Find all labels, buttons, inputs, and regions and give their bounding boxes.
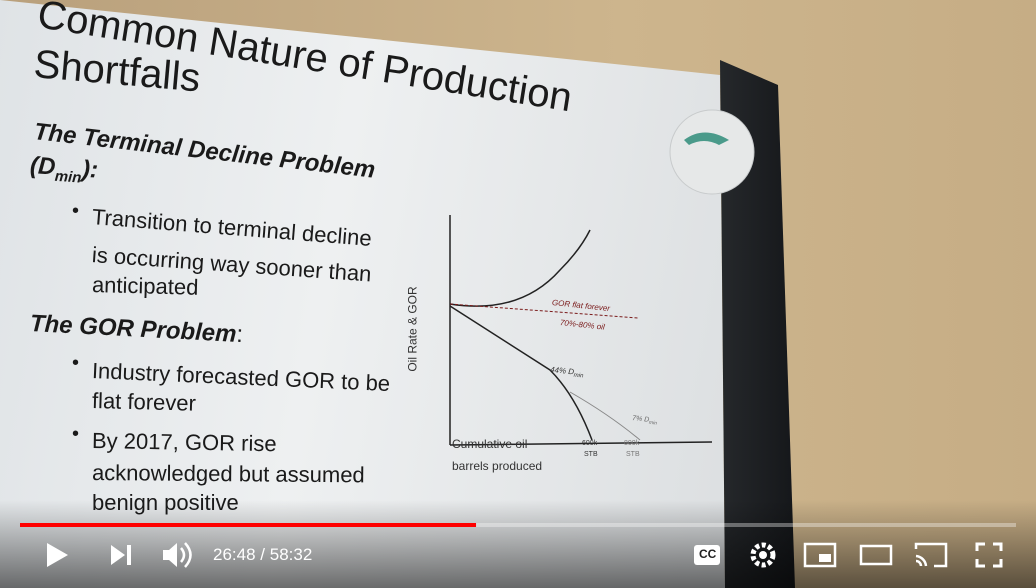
decline-7 (569, 391, 641, 441)
theater-button[interactable] (859, 544, 893, 566)
duration: 58:32 (269, 545, 313, 564)
next-button[interactable] (111, 545, 131, 565)
time-display: 26:48 / 58:32 (213, 545, 312, 565)
settings-button[interactable] (750, 542, 776, 568)
cc-label: CC (699, 547, 717, 561)
decline-44 (449, 305, 593, 441)
gor-curve (449, 229, 591, 307)
gor-flat (449, 303, 639, 319)
volume-waves (180, 542, 192, 568)
bullet-dot: • (72, 352, 80, 374)
volume-button[interactable] (163, 543, 177, 567)
settings-core (759, 551, 767, 559)
x-mark: STB (584, 451, 598, 458)
progress-track[interactable] (20, 523, 1016, 527)
x-mark: 600k (582, 440, 598, 447)
slide (0, 0, 725, 588)
bullet-dot: • (72, 200, 80, 222)
cast-button[interactable] (914, 542, 948, 568)
current-time: 26:48 (213, 545, 256, 564)
miniplayer-button[interactable] (803, 542, 837, 568)
logo (669, 109, 755, 195)
time-separator: / (260, 545, 266, 564)
x-axis-label: Cumulative oil (452, 437, 528, 451)
x-axis-label: barrels produced (452, 459, 543, 473)
fullscreen-button[interactable] (975, 542, 1003, 568)
play-button[interactable] (47, 543, 68, 567)
x-axis (449, 441, 713, 446)
x-mark: STB (626, 451, 640, 458)
captions-button[interactable] (694, 545, 720, 565)
progress-played (20, 523, 477, 527)
controls (0, 500, 1036, 588)
miniplayer-inner (819, 554, 831, 562)
x-mark: 800k (624, 440, 640, 447)
bullet-dot: • (72, 423, 80, 445)
logo-mark (684, 132, 729, 145)
